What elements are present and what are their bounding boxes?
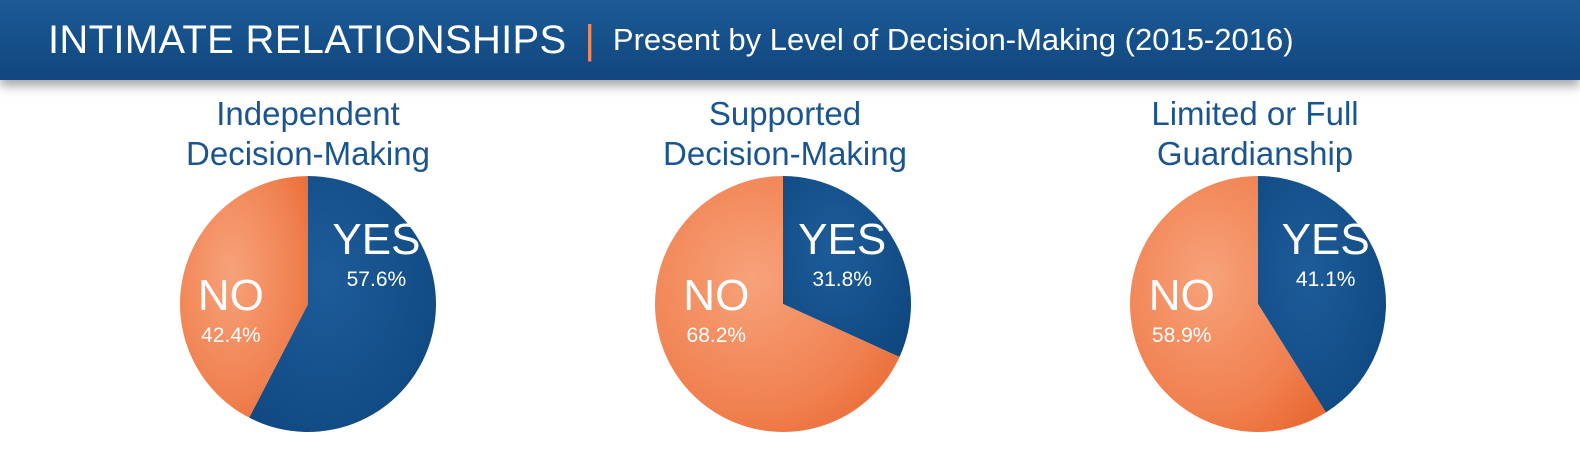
pie-slice-no xyxy=(1130,176,1326,432)
slice-label-yes: YES xyxy=(332,215,420,264)
slice-label-yes: YES xyxy=(1282,215,1370,264)
pie-independent: YES 57.6% NO 42.4% xyxy=(179,176,436,433)
chart-title-supported: Supported Decision-Making xyxy=(605,94,965,174)
pie-slice-no xyxy=(654,176,900,433)
chart-title-independent: Independent Decision-Making xyxy=(128,94,488,174)
header-banner: INTIMATE RELATIONSHIPS | Present by Leve… xyxy=(0,0,1580,80)
page-subtitle: Present by Level of Decision-Making (201… xyxy=(612,22,1294,57)
slice-value-no: 68.2% xyxy=(687,324,747,347)
slice-label-no: NO xyxy=(198,271,264,320)
page-title: INTIMATE RELATIONSHIPS xyxy=(48,17,567,62)
pie-guardianship: YES 41.1% NO 58.9% xyxy=(1130,176,1387,432)
slice-label-no: NO xyxy=(683,271,749,320)
chart-title-guardianship: Limited or Full Guardianship xyxy=(1075,94,1435,174)
chart-title-line: Independent xyxy=(216,95,400,132)
slice-value-no: 42.4% xyxy=(201,324,261,347)
slice-value-yes: 31.8% xyxy=(812,268,872,291)
slice-value-yes: 41.1% xyxy=(1296,268,1356,291)
pie-slice-yes xyxy=(783,176,911,358)
chart-title-line: Supported xyxy=(708,95,862,132)
chart-title-line: Limited or Full xyxy=(1151,95,1359,132)
chart-title-line: Guardianship xyxy=(1156,135,1354,172)
title-separator: | xyxy=(584,17,595,62)
chart-title-line: Decision-Making xyxy=(663,135,907,172)
pie-slice-yes xyxy=(1258,176,1387,413)
slice-label-no: NO xyxy=(1149,271,1215,320)
pie-slice-yes xyxy=(249,176,436,433)
slice-value-yes: 57.6% xyxy=(347,268,407,291)
chart-title-line: Decision-Making xyxy=(186,135,430,172)
slice-label-yes: YES xyxy=(798,215,886,264)
slice-value-no: 58.9% xyxy=(1152,324,1212,347)
pie-supported: YES 31.8% NO 68.2% xyxy=(654,176,911,433)
pie-slice-no xyxy=(179,176,308,418)
